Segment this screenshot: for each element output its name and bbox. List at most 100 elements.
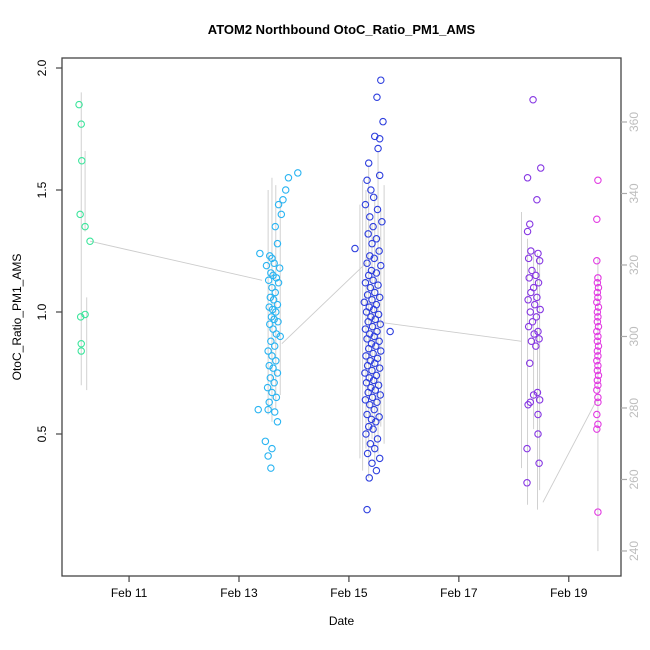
scatter-point xyxy=(272,274,281,282)
scatter-point xyxy=(369,376,378,385)
scatter-point xyxy=(526,220,534,228)
scatter-point xyxy=(363,335,371,343)
scatter-point xyxy=(375,364,384,372)
scatter-point xyxy=(534,430,542,438)
scatter-point xyxy=(270,379,278,387)
scatter-point xyxy=(81,310,89,319)
scatter-point xyxy=(373,93,381,102)
y-right-tick-label: 260 xyxy=(627,469,641,489)
scatter-point xyxy=(368,296,376,304)
scatter-point xyxy=(529,391,538,399)
scatter-point xyxy=(273,369,282,377)
scatter-point xyxy=(371,359,379,367)
scatter-point xyxy=(364,271,373,280)
scatter-point xyxy=(535,257,544,265)
scatter-point xyxy=(594,361,602,370)
scatter-point xyxy=(363,291,372,299)
scatter-point xyxy=(594,371,603,380)
scatter-point xyxy=(375,454,384,463)
scatter-point xyxy=(593,337,602,346)
scatter-point xyxy=(367,186,375,194)
scatter-point xyxy=(523,227,532,236)
scatter-point xyxy=(532,313,541,321)
scatter-point xyxy=(594,303,603,311)
scatter-point xyxy=(373,205,382,214)
scatter-point xyxy=(267,337,275,346)
scatter-point xyxy=(593,257,601,265)
scatter-point xyxy=(594,313,602,321)
scatter-point xyxy=(368,393,377,402)
y-right-tick-label: 340 xyxy=(627,183,641,203)
scatter-point xyxy=(370,405,378,414)
scatter-point xyxy=(272,393,281,402)
scatter-point xyxy=(373,398,381,407)
scatter-point xyxy=(364,422,373,431)
scatter-point xyxy=(534,327,542,336)
scatter-point xyxy=(363,176,371,184)
scatter-point xyxy=(593,288,602,297)
scatter-point xyxy=(529,95,537,104)
scatter-point xyxy=(269,296,278,304)
trace-line xyxy=(375,321,522,342)
scatter-point xyxy=(379,117,387,126)
scatter-point xyxy=(376,391,385,399)
scatter-point xyxy=(364,344,373,353)
scatter-point xyxy=(273,300,282,309)
scatter-point xyxy=(268,352,276,360)
scatter-point xyxy=(77,347,85,355)
scatter-point xyxy=(270,259,278,267)
scatter-point xyxy=(268,254,276,263)
trace-line xyxy=(89,240,263,281)
scatter-point xyxy=(361,369,369,377)
x-tick-label: Feb 17 xyxy=(440,586,478,600)
scatter-point xyxy=(373,435,382,443)
scatter-point xyxy=(528,318,537,326)
scatter-point xyxy=(279,196,287,204)
x-tick-label: Feb 19 xyxy=(550,586,588,600)
scatter-point xyxy=(371,444,379,453)
scatter-point xyxy=(256,249,264,258)
scatter-point xyxy=(294,169,302,177)
scatter-point xyxy=(533,293,541,302)
scatter-point xyxy=(594,283,603,292)
scatter-point xyxy=(376,320,385,328)
scatter-point xyxy=(364,388,372,397)
scatter-point xyxy=(594,352,602,360)
scatter-point xyxy=(594,508,602,516)
scatter-point xyxy=(375,293,384,302)
scatter-point xyxy=(528,266,536,275)
scatter-point xyxy=(377,347,385,355)
scatter-point xyxy=(270,315,278,324)
scatter-point xyxy=(269,364,277,372)
scatter-point xyxy=(86,237,94,245)
scatter-point xyxy=(261,437,270,446)
scatter-point xyxy=(594,293,602,302)
scatter-point xyxy=(272,330,281,338)
scatter-point xyxy=(361,200,370,209)
scatter-point xyxy=(78,156,86,165)
scatter-point xyxy=(368,239,376,248)
scatter-point xyxy=(366,440,375,448)
scatter-point xyxy=(372,466,381,475)
scatter-point xyxy=(527,288,535,297)
scatter-point xyxy=(527,247,535,255)
scatter-point xyxy=(366,252,374,260)
scatter-point xyxy=(593,308,602,316)
scatter-point xyxy=(264,452,272,460)
scatter-point xyxy=(375,171,384,180)
scatter-point xyxy=(535,459,543,468)
scatter-point xyxy=(593,366,602,375)
scatter-point xyxy=(77,339,85,348)
scatter-point xyxy=(534,410,542,419)
x-tick-label: Feb 11 xyxy=(111,586,148,600)
scatter-point xyxy=(377,261,385,270)
scatter-point xyxy=(594,342,603,350)
x-tick-label: Feb 15 xyxy=(330,586,368,600)
scatter-point xyxy=(272,308,280,316)
scatter-point xyxy=(281,186,290,194)
scatter-point xyxy=(277,210,286,219)
scatter-point xyxy=(594,176,602,184)
scatter-point xyxy=(526,398,535,407)
scatter-point xyxy=(525,274,533,282)
